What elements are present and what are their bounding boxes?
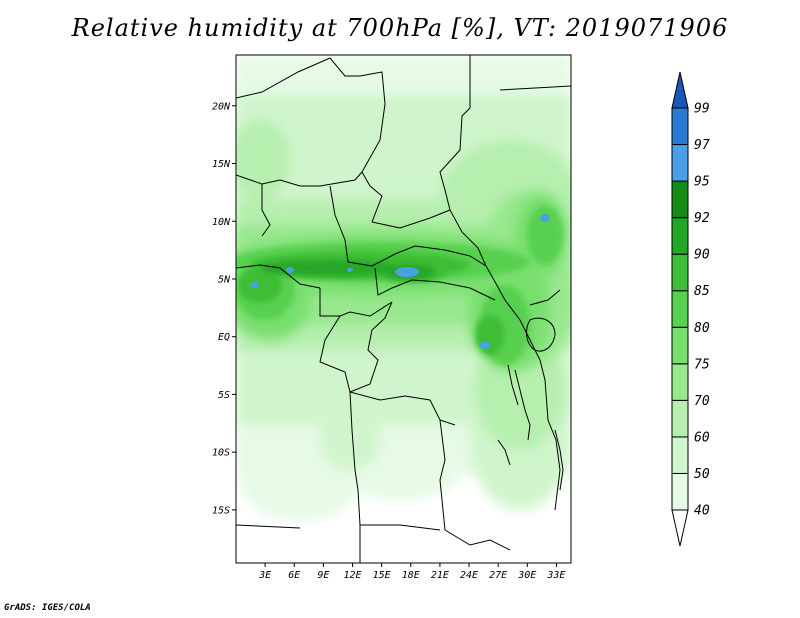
lon-tick-label: 3E [258,570,271,581]
lon-tick-label: 27E [489,570,507,581]
colorbar: 40 50 60 70 75 80 85 90 92 95 97 99 [671,71,710,547]
colorbar-label: 85 [694,284,710,299]
colorbar-label: 40 [694,504,710,519]
map-title: Relative humidity at 700hPa [%], VT: 201… [71,14,729,42]
humidity-field [236,55,571,520]
longitude-axis: 3E 6E 9E 12E 15E 18E 21E 24E 27E 30E 33E [258,563,565,581]
lon-tick-label: 33E [546,570,565,581]
colorbar-low-arrow [671,509,689,547]
colorbar-label: 60 [694,430,710,445]
colorbar-segment [671,180,689,219]
lat-tick-label: 15N [212,159,231,170]
lon-tick-label: 12E [343,570,361,581]
colorbar-segment [671,326,689,365]
lon-tick-label: 30E [517,570,536,581]
lat-tick-label: 20N [212,101,231,112]
colorbar-high-arrow [671,71,689,109]
colorbar-label: 70 [694,394,710,409]
credit-label: GrADS: IGES/COLA [4,603,91,613]
lat-tick-label: 15S [212,505,230,516]
lon-tick-label: 6E [288,570,300,581]
colorbar-segment [671,436,689,474]
map-frame [235,54,572,564]
colorbar-label: 99 [694,102,710,117]
lon-tick-label: 21E [431,570,449,581]
lon-tick-label: 18E [402,570,420,581]
colorbar-segment [671,253,689,292]
country-borders [236,55,571,563]
colorbar-segment [671,107,689,146]
lake-outlines [497,317,564,491]
colorbar-label: 75 [694,357,710,372]
latitude-axis: 20N 15N 10N 5N EQ 5S 10S 15S [212,101,236,516]
colorbar-label: 97 [694,138,710,153]
colorbar-label: 50 [694,467,710,482]
colorbar-label: 80 [694,321,710,336]
lat-tick-label: 10N [212,217,231,228]
colorbar-label: 92 [694,211,710,226]
lat-tick-label: 5N [218,274,231,285]
lon-tick-label: 9E [317,570,329,581]
lat-tick-label: 10S [212,448,230,459]
colorbar-segment [671,144,689,182]
lat-tick-label: 5S [218,390,230,401]
colorbar-segment [671,290,689,328]
lon-tick-label: 15E [373,570,391,581]
colorbar-label: 90 [694,248,710,263]
colorbar-segment [671,472,689,511]
lon-tick-label: 24E [460,570,478,581]
lat-tick-label: EQ [218,332,230,343]
colorbar-segment [671,399,689,438]
colorbar-segment [671,363,689,401]
colorbar-segment [671,217,689,255]
colorbar-label: 95 [694,175,710,190]
